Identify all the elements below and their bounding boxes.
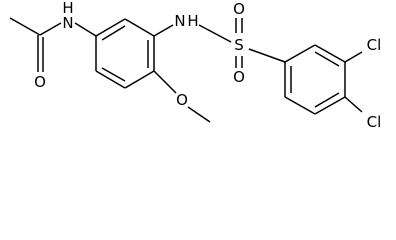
atom-label: O <box>233 0 245 18</box>
atom-label: N <box>62 14 73 32</box>
atom-label: O <box>233 68 245 86</box>
atom-labels: H N O N H O S O O Cl Cl <box>34 0 381 131</box>
atom-label: S <box>234 36 244 54</box>
atom-label: Cl <box>367 113 382 131</box>
atom-label: H <box>187 12 198 30</box>
bonds <box>9 17 363 123</box>
atom-label: O <box>34 73 46 91</box>
structure-diagram: H N O N H O S O O Cl Cl <box>9 0 381 131</box>
atom-label: O <box>176 91 188 109</box>
atom-label: H <box>62 0 73 17</box>
atom-label: N <box>174 12 185 30</box>
atom-label: Cl <box>367 36 382 54</box>
